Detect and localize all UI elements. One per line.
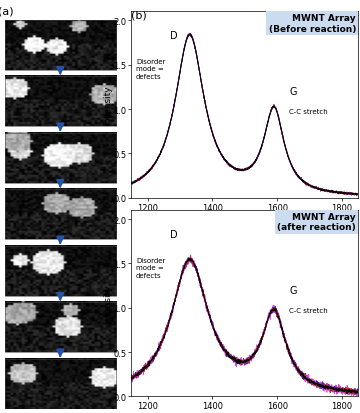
- Text: Disorder
mode =
defects: Disorder mode = defects: [136, 59, 165, 80]
- Text: G: G: [289, 87, 297, 97]
- Text: (b): (b): [131, 10, 147, 20]
- X-axis label: Raman shift (cm⁻¹): Raman shift (cm⁻¹): [202, 412, 288, 413]
- Bar: [5, 303, 116, 352]
- Text: G: G: [289, 285, 297, 295]
- Text: D: D: [170, 229, 177, 239]
- Text: MWNT Array
(Before reaction): MWNT Array (Before reaction): [269, 14, 356, 33]
- Bar: [5, 246, 116, 296]
- Text: MWNT Array
(after reaction): MWNT Array (after reaction): [277, 212, 356, 232]
- Y-axis label: Intensity: Intensity: [103, 85, 112, 125]
- Bar: [5, 21, 116, 71]
- Text: C-C stretch: C-C stretch: [289, 109, 328, 115]
- Bar: [5, 133, 116, 183]
- Y-axis label: Intensity: Intensity: [103, 284, 112, 323]
- Bar: [5, 190, 116, 240]
- Text: D: D: [170, 31, 177, 41]
- Text: (a): (a): [0, 7, 14, 17]
- Text: C-C stretch: C-C stretch: [289, 307, 328, 313]
- Text: Disorder
mode =
defects: Disorder mode = defects: [136, 257, 165, 278]
- X-axis label: Raman shift (cm⁻¹): Raman shift (cm⁻¹): [202, 214, 288, 223]
- Bar: [5, 359, 116, 409]
- Bar: [5, 77, 116, 127]
